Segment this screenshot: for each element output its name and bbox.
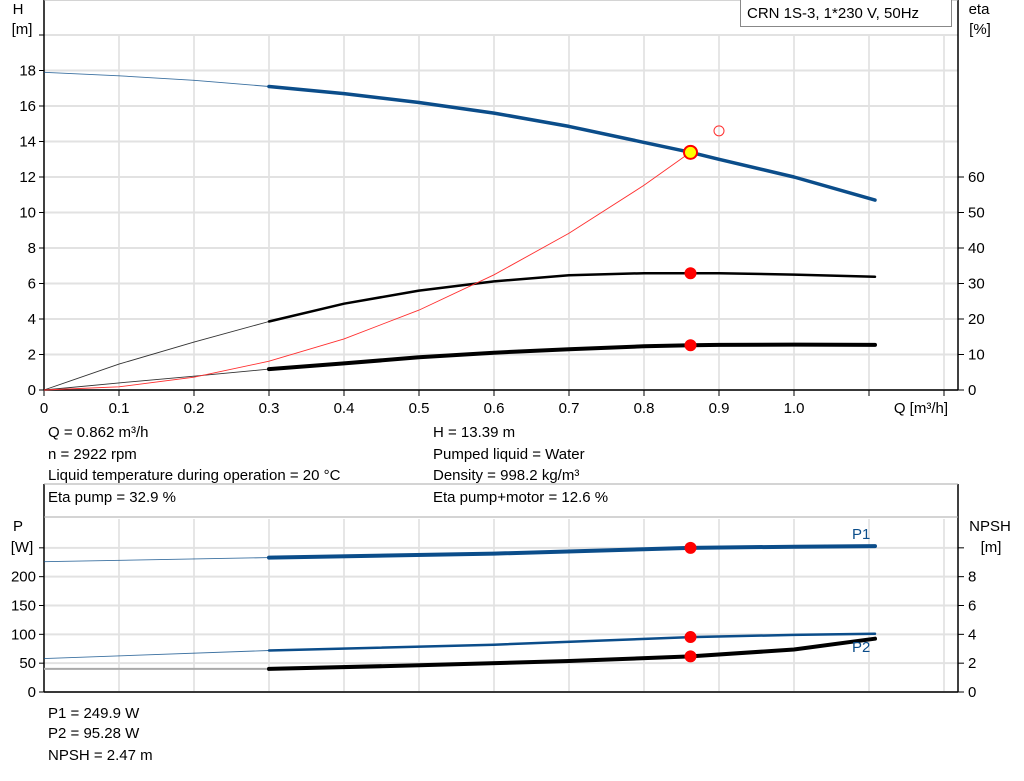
- duty-point-eta-pump-motor-marker: [684, 339, 697, 352]
- y-tick-label: 14: [19, 134, 36, 151]
- y-tick-label: 6: [28, 276, 36, 293]
- x-tick-label: 0.5: [409, 400, 430, 417]
- head-line-extrapolated: [43, 71, 270, 87]
- y-axis-unit: [W]: [11, 539, 34, 556]
- y-tick-label: 0: [28, 684, 36, 701]
- duty-point-head-marker: [683, 144, 698, 160]
- npsh-line: [267, 636, 877, 671]
- x-tick-label: 0.2: [184, 400, 205, 417]
- y2-tick-label: 50: [968, 205, 985, 222]
- y2-tick-label: 60: [968, 169, 985, 186]
- y-axis-label: P: [13, 518, 23, 535]
- y-tick-label: 100: [11, 626, 36, 643]
- y2-tick-label: 8: [968, 569, 976, 586]
- x-tick-label: 0.6: [484, 400, 505, 417]
- y2-tick-label: 4: [968, 626, 976, 643]
- system-line: [43, 151, 691, 391]
- y-tick-label: 18: [19, 63, 36, 80]
- info-pumped-liquid: Pumped liquid = Water: [433, 446, 585, 463]
- x-tick-label: 0.8: [634, 400, 655, 417]
- p1-series-label: P1: [852, 526, 870, 543]
- chart-legend: CRN 1S-3, 1*230 V, 50Hz: [740, 0, 952, 27]
- y2-tick-label: 0: [968, 684, 976, 701]
- y2-tick-label: 0: [968, 382, 976, 399]
- head-line: [267, 84, 877, 202]
- y-tick-label: 150: [11, 598, 36, 615]
- x-tick-label: 1.0: [784, 400, 805, 417]
- info-eta-pump-motor: Eta pump+motor = 12.6 %: [433, 489, 609, 506]
- y2-tick-label: 2: [968, 655, 976, 672]
- duty-point-p1-marker: [684, 541, 697, 554]
- info-density: Density = 998.2 kg/m³: [433, 467, 580, 484]
- y2-axis-unit: [%]: [969, 21, 991, 38]
- x-tick-label: 0.7: [559, 400, 580, 417]
- info-head: H = 13.39 m: [433, 424, 516, 441]
- eta-pump-line: [267, 271, 877, 323]
- y2-tick-label: 20: [968, 311, 985, 328]
- y-tick-label: 8: [28, 240, 36, 257]
- y2-tick-label: 10: [968, 347, 985, 364]
- x-axis-label: Q [m³/h]: [894, 400, 948, 417]
- x-tick-label: 0.4: [334, 400, 355, 417]
- eta-pump-motor-line-extrapolated: [43, 368, 270, 391]
- p1-line-extrapolated: [43, 557, 270, 563]
- y-tick-label: 12: [19, 169, 36, 186]
- requested-point-marker: [713, 125, 725, 137]
- duty-point-eta-pump-marker: [684, 267, 697, 280]
- y-tick-label: 50: [19, 655, 36, 672]
- duty-point-npsh-marker: [684, 650, 697, 663]
- eta-pump-line-extrapolated: [43, 321, 270, 391]
- x-tick-label: 0.9: [709, 400, 730, 417]
- y-tick-label: 16: [19, 98, 36, 115]
- p2-line: [267, 632, 877, 652]
- y2-tick-label: 6: [968, 598, 976, 615]
- x-tick-label: 0.1: [109, 400, 130, 417]
- info-speed: n = 2922 rpm: [48, 446, 137, 463]
- duty-point-p2-marker: [684, 631, 697, 644]
- info-p1: P1 = 249.9 W: [48, 705, 140, 722]
- y-tick-label: 2: [28, 347, 36, 364]
- info-q: Q = 0.862 m³/h: [48, 424, 149, 441]
- p2-line-extrapolated: [43, 650, 270, 660]
- y-axis-unit: [m]: [12, 21, 33, 38]
- y2-axis-label: NPSH: [969, 518, 1011, 535]
- info-liquid-temperature: Liquid temperature during operation = 20…: [48, 467, 341, 484]
- x-tick-label: 0: [40, 400, 48, 417]
- y-axis-label: H: [13, 1, 24, 18]
- y2-tick-label: 40: [968, 240, 985, 257]
- info-eta-pump: Eta pump = 32.9 %: [48, 489, 176, 506]
- y-tick-label: 0: [28, 382, 36, 399]
- p2-series-label: P2: [852, 639, 870, 656]
- info-npsh: NPSH = 2.47 m: [48, 747, 153, 764]
- y2-axis-unit: [m]: [981, 539, 1002, 556]
- eta-pump-motor-line: [267, 342, 877, 372]
- info-p2: P2 = 95.28 W: [48, 725, 140, 742]
- y2-tick-label: 30: [968, 276, 985, 293]
- y-tick-label: 200: [11, 569, 36, 586]
- x-tick-label: 0.3: [259, 400, 280, 417]
- y2-axis-label: eta: [969, 1, 991, 18]
- y-tick-label: 4: [28, 311, 36, 328]
- y-tick-label: 10: [19, 205, 36, 222]
